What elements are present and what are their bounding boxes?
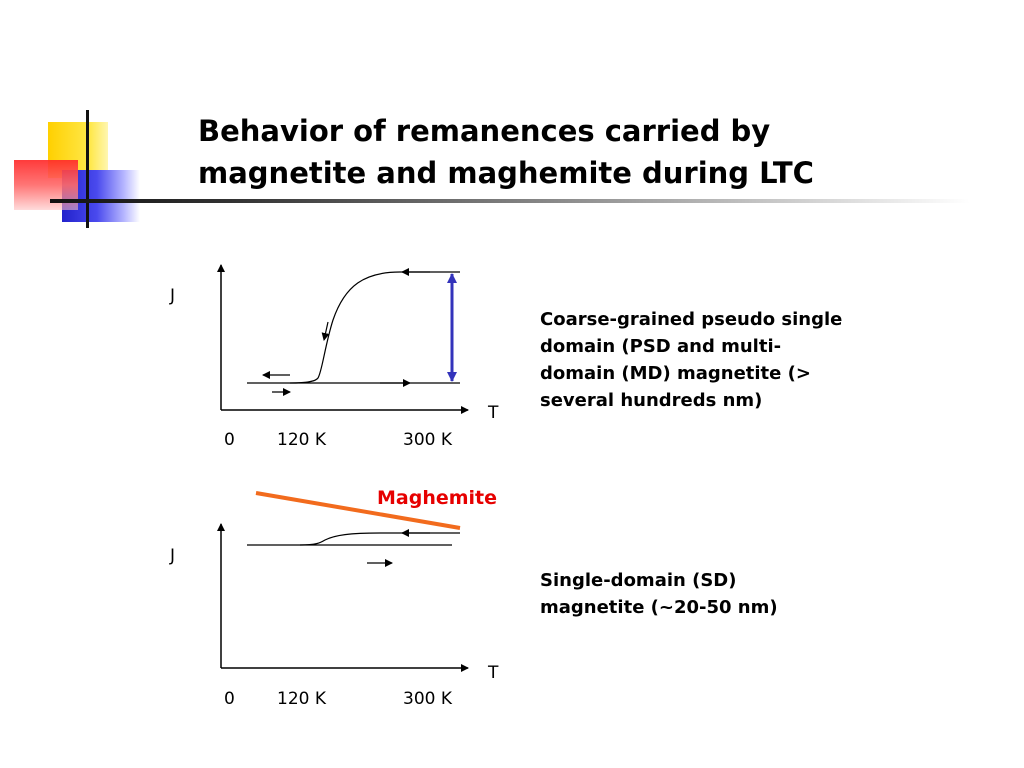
top-desc-line-4: several hundreds nm) [540,390,763,411]
top-cooling-curve [289,271,460,384]
top-y-axis-label: J [170,286,176,306]
top-description: Coarse-grained pseudo single domain (PSD… [540,306,890,414]
title-line-1: Behavior of remanences carried by [198,114,771,148]
top-desc-line-3: domain (MD) magnetite (> [540,363,811,384]
bottom-x-axis-label: T [488,663,499,683]
top-desc-line-1: Coarse-grained pseudo single [540,309,843,330]
top-diagram [217,264,469,414]
bottom-desc-line-2: magnetite (~20-50 nm) [540,597,778,618]
bottom-desc-line-1: Single-domain (SD) [540,570,737,591]
top-tick-300k: 300 K [403,430,452,450]
top-x-axis-label: T [488,403,499,423]
deco-vertical-line [86,110,89,228]
top-tick-120k: 120 K [277,430,326,450]
bottom-tick-300k: 300 K [403,689,452,709]
maghemite-line [255,491,461,530]
deco-horizontal-rule [50,199,970,203]
top-desc-line-2: domain (PSD and multi- [540,336,782,357]
top-arrow-curve-down [321,321,330,341]
bottom-tick-120k: 120 K [277,689,326,709]
top-tick-0: 0 [224,430,235,450]
bottom-diagram [217,491,469,672]
bottom-cooling-curve [299,532,460,546]
bottom-tick-0: 0 [224,689,235,709]
title-line-2: magnetite and maghemite during LTC [198,156,814,190]
bottom-y-axis-label: J [170,546,176,566]
bottom-description: Single-domain (SD) magnetite (~20-50 nm) [540,567,890,621]
slide-title: Behavior of remanences carried by magnet… [198,110,898,194]
maghemite-label: Maghemite [377,487,498,509]
